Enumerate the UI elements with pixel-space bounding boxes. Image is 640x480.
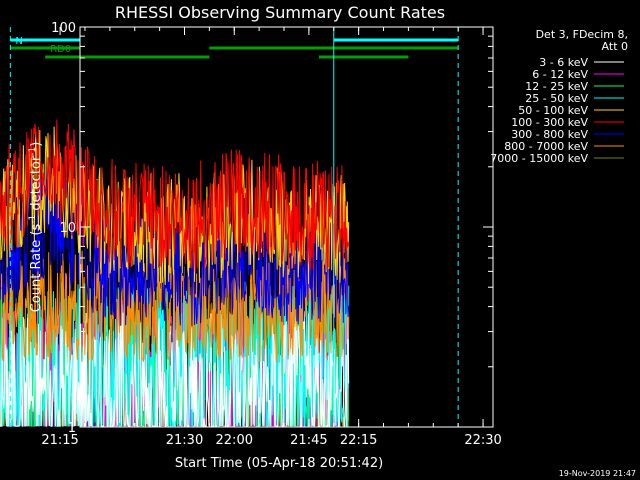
chart-title: RHESSI Observing Summary Count Rates bbox=[115, 3, 445, 22]
generation-timestamp: 19-Nov-2019 21:47 bbox=[559, 469, 636, 478]
legend-entry-label: 100 - 300 keV bbox=[511, 116, 588, 129]
y-tick-label: 10 bbox=[59, 221, 76, 236]
legend-entry-label: 7000 - 15000 keV bbox=[490, 152, 588, 165]
observing-bar-label: RD0 bbox=[50, 44, 71, 55]
series-line bbox=[0, 126, 350, 285]
x-tick-label: 21:45 bbox=[290, 433, 327, 448]
x-tick-label: 21:15 bbox=[41, 433, 78, 448]
legend-entry-label: 300 - 800 keV bbox=[511, 128, 588, 141]
legend-entry-label: 3 - 6 keV bbox=[539, 56, 588, 69]
observing-mode-bars: NRD0RD6 bbox=[10, 36, 459, 59]
y-axis-label-main: Count Rate (s bbox=[29, 224, 44, 313]
legend-entry-label: 800 - 7000 keV bbox=[504, 140, 588, 153]
y-axis-label-tail: detector bbox=[29, 155, 44, 215]
legend-entry-label: 6 - 12 keV bbox=[532, 68, 588, 81]
series-line bbox=[0, 119, 350, 273]
x-tick-label: 22:15 bbox=[340, 433, 377, 448]
x-tick-label: 21:30 bbox=[166, 433, 203, 448]
y-tick-label: 1 bbox=[68, 421, 76, 436]
y-axis-ticks: 1 10 100 bbox=[51, 21, 493, 436]
observing-bar-label: N bbox=[15, 36, 22, 47]
x-axis-label: Start Time (05-Apr-18 20:51:42) bbox=[175, 456, 383, 471]
legend-header-line1: Det 3, FDecim 8, bbox=[536, 28, 628, 41]
y-axis-label-end: ) bbox=[29, 142, 44, 147]
y-tick-label: 100 bbox=[51, 21, 76, 36]
legend-header-line2: Att 0 bbox=[602, 40, 628, 53]
y-axis-label: Count Rate (s-1 detector-1) bbox=[28, 142, 44, 313]
y-axis-label-sup1: -1 bbox=[28, 215, 38, 224]
series-line bbox=[0, 307, 350, 428]
x-tick-label: 22:00 bbox=[216, 433, 253, 448]
x-tick-label: 22:30 bbox=[464, 433, 501, 448]
legend-entry-label: 12 - 25 keV bbox=[525, 80, 588, 93]
legend-entry-label: 25 - 50 keV bbox=[525, 92, 588, 105]
y-axis-label-sup2: -1 bbox=[28, 147, 38, 156]
data-layer bbox=[0, 119, 350, 428]
legend-entry-label: 50 - 100 keV bbox=[518, 104, 588, 117]
